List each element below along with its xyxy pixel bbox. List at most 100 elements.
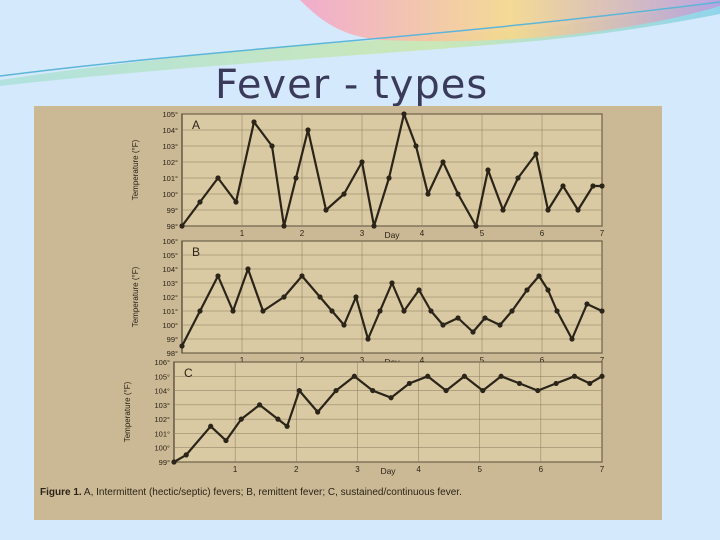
panel-c-data-point	[535, 387, 541, 394]
panel-a-x-tick-label: 3	[360, 229, 365, 238]
panel-a-data-point	[386, 175, 392, 181]
panel-c-data-point	[284, 423, 290, 429]
panel-b-y-tick-label: 105°	[162, 251, 178, 260]
panel-b-data-point	[545, 287, 551, 293]
panel-c-data-point	[257, 402, 263, 408]
panel-b-x-tick-label: 1	[240, 356, 245, 365]
panel-c-y-tick-label: 106°	[154, 358, 170, 367]
panel-c-y-label: Temperature (°F)	[123, 381, 132, 442]
panel-b-label: B	[192, 245, 200, 259]
caption-text: A, Intermittent (hectic/septic) fevers; …	[83, 487, 462, 498]
panel-a-data-point	[251, 119, 257, 125]
panel-a-data-point	[215, 175, 221, 181]
panel-a-data-point	[590, 183, 596, 189]
panel-a-data-point	[515, 175, 521, 181]
panel-a-y-tick-label: 103°	[162, 142, 178, 151]
panel-a-label: A	[192, 118, 200, 132]
panel-b-data-point	[197, 308, 203, 314]
slide-title: Fever - types	[215, 62, 489, 108]
panel-a-y-tick-label: 101°	[162, 174, 178, 183]
panel-a-data-point	[371, 223, 377, 229]
panel-c-x-tick-label: 5	[477, 465, 482, 474]
panel-a-x-tick-label: 7	[600, 229, 605, 238]
panel-b-x-tick-label: 3	[360, 356, 365, 365]
panel-b-data-point	[497, 322, 503, 328]
panel-a-data-point	[440, 159, 446, 165]
panel-b-x-tick-label: 5	[480, 356, 485, 365]
panel-a-x-tick-label: 1	[240, 229, 245, 238]
panel-b-data-point	[599, 308, 605, 314]
panel-b-data-point	[569, 336, 575, 342]
panel-a-data-point	[473, 223, 479, 229]
panel-a-y-tick-label: 99°	[167, 206, 178, 215]
panel-b-data-point	[353, 294, 359, 300]
panel-a-x-tick-label: 6	[540, 229, 545, 238]
panel-b-y-label: Temperature (°F)	[131, 266, 140, 327]
panel-b-x-tick-label: 7	[600, 356, 605, 365]
panel-a-data-point	[281, 223, 287, 229]
panel-b-data-point	[455, 315, 461, 321]
panel-a-data-point	[455, 191, 461, 197]
panel-a-data-point	[545, 207, 551, 213]
panel-a-data-point	[599, 183, 605, 189]
panel-a-y-label: Temperature (°F)	[131, 139, 140, 200]
panel-c-data-point	[333, 387, 339, 394]
panel-c-plot-area	[173, 361, 603, 463]
panel-a-x-tick-label: 4	[420, 229, 425, 238]
panel-a-data-point	[233, 199, 239, 205]
panel-b-data-point	[260, 308, 266, 314]
panel-c-data-point	[296, 387, 302, 394]
panel-c-data-point	[208, 423, 214, 429]
panel-a-data-point	[305, 127, 311, 133]
panel-b-data-point	[341, 322, 347, 328]
panel-c-data-point	[425, 373, 431, 379]
panel-b-data-point	[215, 273, 221, 279]
panel-c-label: C	[184, 366, 193, 380]
panel-b-data-point	[299, 273, 305, 279]
panel-c-data-point	[223, 437, 229, 444]
panel-b-data-point	[230, 308, 236, 314]
header-swoosh-decoration	[0, 0, 720, 86]
panel-b-data-point	[584, 301, 590, 307]
panel-c-y-tick-label: 102°	[154, 415, 170, 424]
figure-caption: Figure 1. A, Intermittent (hectic/septic…	[40, 487, 660, 498]
panel-c-data-point	[587, 380, 593, 387]
panel-b-data-point	[401, 308, 407, 314]
panel-c-temperature-line	[173, 375, 603, 463]
panel-b-data-point	[482, 315, 488, 321]
panel-a-x-tick-label: 5	[480, 229, 485, 238]
panel-c-x-tick-label: 7	[600, 465, 605, 474]
panel-a-data-point	[401, 111, 407, 117]
panel-a-data-point	[533, 151, 539, 157]
panel-a-data-point	[197, 199, 203, 205]
panel-b-data-point	[470, 329, 476, 335]
panel-a-data-point	[575, 207, 581, 213]
panel-c-data-point	[351, 373, 357, 379]
panel-c-data-point	[461, 373, 468, 379]
fever-charts: 98° 99° 100° 101° 102° 103° 104° 105° 1 2 3 4 5 6 7 Day…	[123, 110, 605, 476]
panel-c-data-point	[171, 459, 177, 465]
panel-b-data-point	[245, 266, 251, 272]
panel-c-data-point	[498, 373, 504, 379]
panel-b-y-tick-label: 102°	[162, 293, 178, 302]
panel-c-data-point	[238, 416, 244, 422]
panel-c-data-point	[315, 409, 321, 415]
panel-b-data-point	[281, 294, 287, 300]
panel-b-data-point	[317, 294, 323, 300]
panel-a-data-point	[485, 167, 491, 173]
panel-b-y-tick-label: 106°	[162, 237, 178, 246]
panel-c-x-tick-label: 4	[416, 465, 421, 474]
panel-a-data-point	[413, 143, 419, 149]
panel-c-y-tick-label: 104°	[154, 387, 170, 396]
panel-c-x-label: Day	[380, 466, 396, 476]
panel-c-data-point	[443, 387, 449, 394]
panel-c-data-point	[370, 387, 376, 394]
panel-b-data-point	[509, 308, 515, 314]
panel-b-data-point	[524, 287, 530, 293]
panel-c-data-point	[516, 380, 523, 387]
panel-b-y-tick-label: 104°	[162, 265, 178, 274]
panel-c-x-tick-label: 3	[355, 465, 360, 474]
panel-c-data-point	[388, 395, 394, 401]
panel-b-data-point	[365, 336, 371, 342]
